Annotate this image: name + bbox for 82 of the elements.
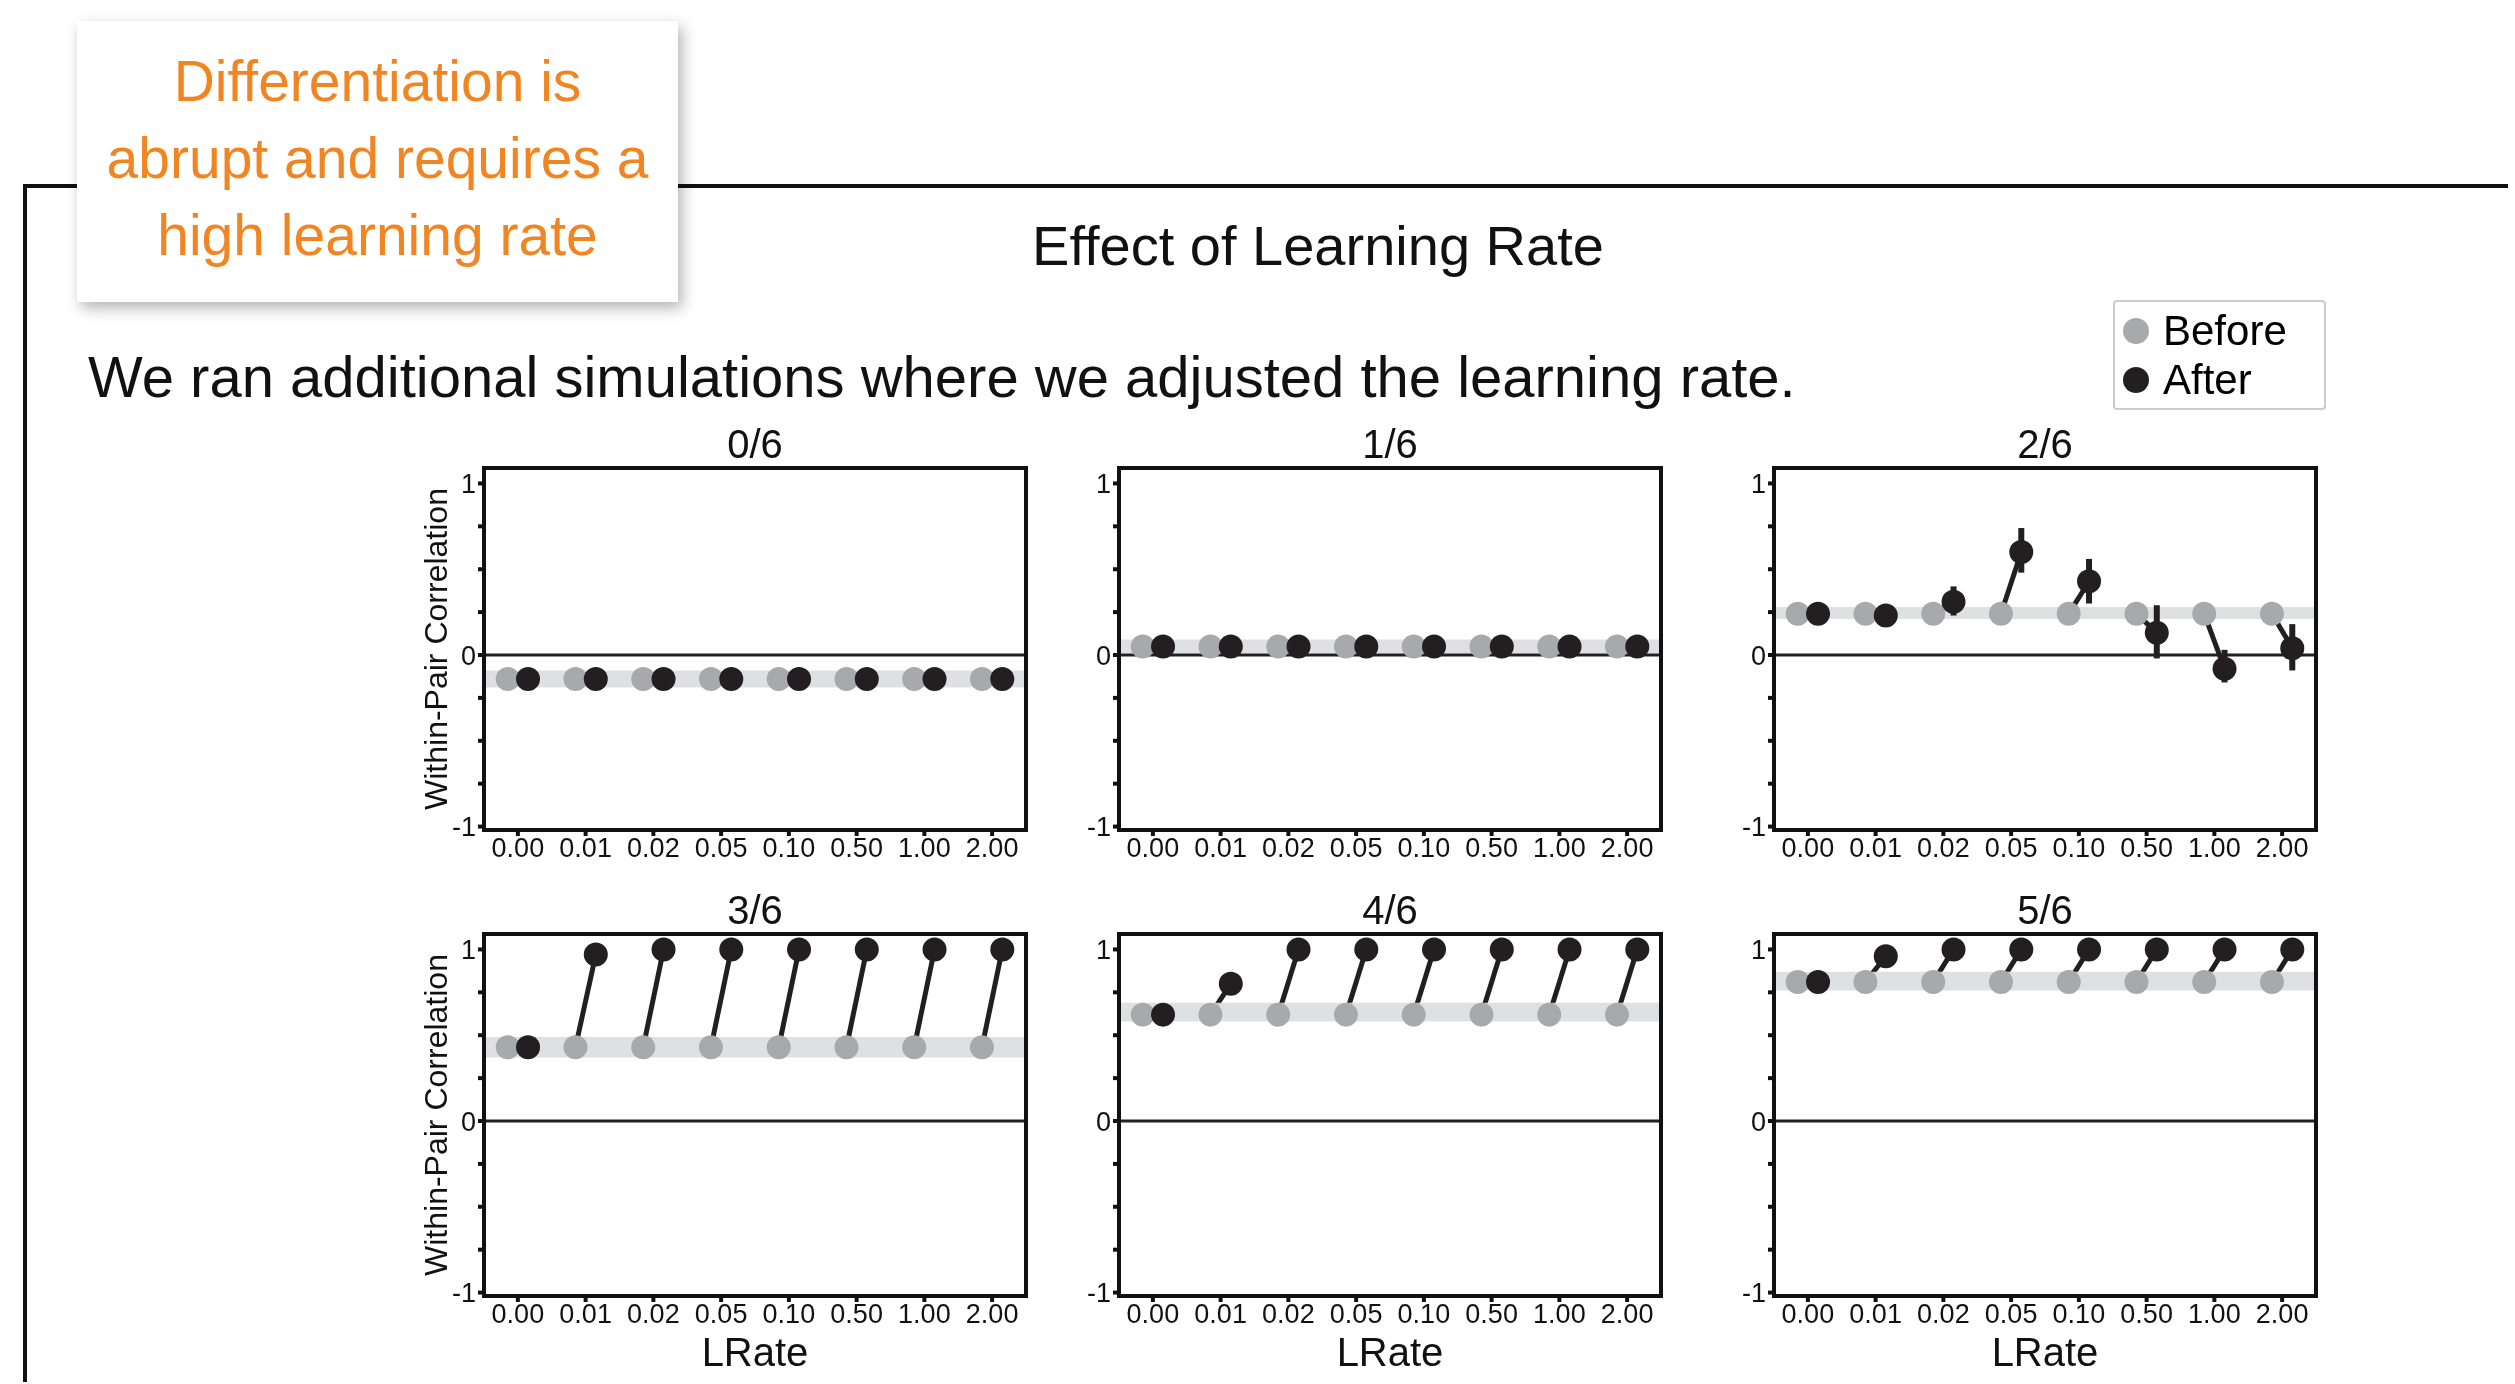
chart-title: 0/6 bbox=[726, 421, 784, 468]
y-tick-label: 0 bbox=[460, 640, 476, 671]
y-tick-label: -1 bbox=[1741, 812, 1766, 843]
x-tick-label: 0.50 bbox=[2120, 833, 2173, 864]
x-axis-title: LRate bbox=[1336, 1330, 1444, 1374]
x-tick-label: 2.00 bbox=[1600, 1299, 1654, 1330]
legend-label: Before bbox=[2163, 306, 2287, 355]
legend-label: After bbox=[2163, 355, 2252, 404]
text: We ran additional simulations where we adjusted the learning rate. bbox=[88, 343, 1796, 410]
text: Effect of Learning Rate bbox=[1032, 214, 1604, 277]
y-tick-label: 1 bbox=[1095, 469, 1111, 500]
y-tick-label: -1 bbox=[1086, 1278, 1111, 1309]
x-tick-label: 0.02 bbox=[1262, 1299, 1315, 1330]
x-tick-label: 0.00 bbox=[491, 833, 545, 864]
x-tick-label: 0.10 bbox=[2052, 833, 2106, 864]
y-axis-title: Within-Pair Correlation bbox=[418, 954, 455, 1276]
chart-title: 4/6 bbox=[1361, 887, 1419, 934]
x-tick-label: 1.00 bbox=[898, 1299, 951, 1330]
chart-title: 2/6 bbox=[2016, 421, 2074, 468]
x-tick-label: 0.10 bbox=[2052, 1299, 2106, 1330]
chart-title: 1/6 bbox=[1361, 421, 1419, 468]
x-tick-label: 0.50 bbox=[2120, 1299, 2173, 1330]
x-tick-label: 0.00 bbox=[1126, 1299, 1180, 1330]
x-tick-label: 1.00 bbox=[898, 833, 951, 864]
x-tick-label: 0.05 bbox=[1329, 833, 1383, 864]
x-tick-label: 0.00 bbox=[1126, 833, 1180, 864]
x-tick-label: 2.00 bbox=[965, 833, 1019, 864]
x-tick-label: 0.50 bbox=[830, 1299, 883, 1330]
x-tick-label: 2.00 bbox=[2255, 833, 2309, 864]
y-tick-label: 1 bbox=[1750, 935, 1766, 966]
y-tick-label: 1 bbox=[460, 935, 476, 966]
chart-title: 5/6 bbox=[2016, 887, 2074, 934]
y-tick-label: 0 bbox=[1750, 640, 1766, 671]
x-tick-label: 0.05 bbox=[694, 833, 748, 864]
x-tick-label: 0.01 bbox=[1849, 833, 1902, 864]
x-tick-label: 2.00 bbox=[2255, 1299, 2309, 1330]
x-tick-label: 0.01 bbox=[1849, 1299, 1902, 1330]
y-axis-title: Within-Pair Correlation bbox=[418, 488, 455, 810]
x-tick-label: 0.05 bbox=[694, 1299, 748, 1330]
x-tick-label: 0.10 bbox=[1397, 1299, 1451, 1330]
x-tick-label: 0.01 bbox=[1194, 1299, 1247, 1330]
x-tick-label: 0.00 bbox=[1781, 833, 1835, 864]
x-tick-label: 0.50 bbox=[1465, 833, 1518, 864]
x-axis-title: LRate bbox=[1991, 1330, 2099, 1374]
x-tick-label: 0.10 bbox=[762, 833, 816, 864]
x-tick-label: 1.00 bbox=[1533, 833, 1586, 864]
x-tick-label: 0.02 bbox=[1262, 833, 1315, 864]
x-tick-label: 0.02 bbox=[1917, 833, 1970, 864]
x-tick-label: 0.05 bbox=[1984, 1299, 2038, 1330]
x-tick-label: 0.10 bbox=[762, 1299, 816, 1330]
y-tick-label: -1 bbox=[451, 812, 476, 843]
y-tick-label: -1 bbox=[1741, 1278, 1766, 1309]
x-tick-label: 1.00 bbox=[2188, 1299, 2241, 1330]
y-tick-label: -1 bbox=[1086, 812, 1111, 843]
y-tick-label: 0 bbox=[1750, 1106, 1766, 1137]
y-tick-label: 1 bbox=[460, 469, 476, 500]
x-tick-label: 0.50 bbox=[830, 833, 883, 864]
x-tick-label: 0.00 bbox=[491, 1299, 545, 1330]
x-tick-label: 0.02 bbox=[627, 1299, 680, 1330]
y-tick-label: 1 bbox=[1095, 935, 1111, 966]
x-tick-label: 0.01 bbox=[1194, 833, 1247, 864]
x-tick-label: 0.05 bbox=[1329, 1299, 1383, 1330]
x-tick-label: 1.00 bbox=[2188, 833, 2241, 864]
x-tick-label: 0.01 bbox=[559, 833, 612, 864]
x-tick-label: 2.00 bbox=[965, 1299, 1019, 1330]
x-tick-label: 2.00 bbox=[1600, 833, 1654, 864]
chart-title: 3/6 bbox=[726, 887, 784, 934]
y-tick-label: -1 bbox=[451, 1278, 476, 1309]
x-tick-label: 0.02 bbox=[1917, 1299, 1970, 1330]
y-tick-label: 0 bbox=[460, 1106, 476, 1137]
y-tick-label: 0 bbox=[1095, 640, 1111, 671]
x-tick-label: 0.10 bbox=[1397, 833, 1451, 864]
text: Differentiation is abrupt and requires a high learning rate bbox=[77, 21, 678, 302]
y-tick-label: 1 bbox=[1750, 469, 1766, 500]
x-tick-label: 0.05 bbox=[1984, 833, 2038, 864]
x-tick-label: 1.00 bbox=[1533, 1299, 1586, 1330]
x-tick-label: 0.02 bbox=[627, 833, 680, 864]
x-axis-title: LRate bbox=[701, 1330, 809, 1374]
y-tick-label: 0 bbox=[1095, 1106, 1111, 1137]
x-tick-label: 0.00 bbox=[1781, 1299, 1835, 1330]
x-tick-label: 0.50 bbox=[1465, 1299, 1518, 1330]
x-tick-label: 0.01 bbox=[559, 1299, 612, 1330]
